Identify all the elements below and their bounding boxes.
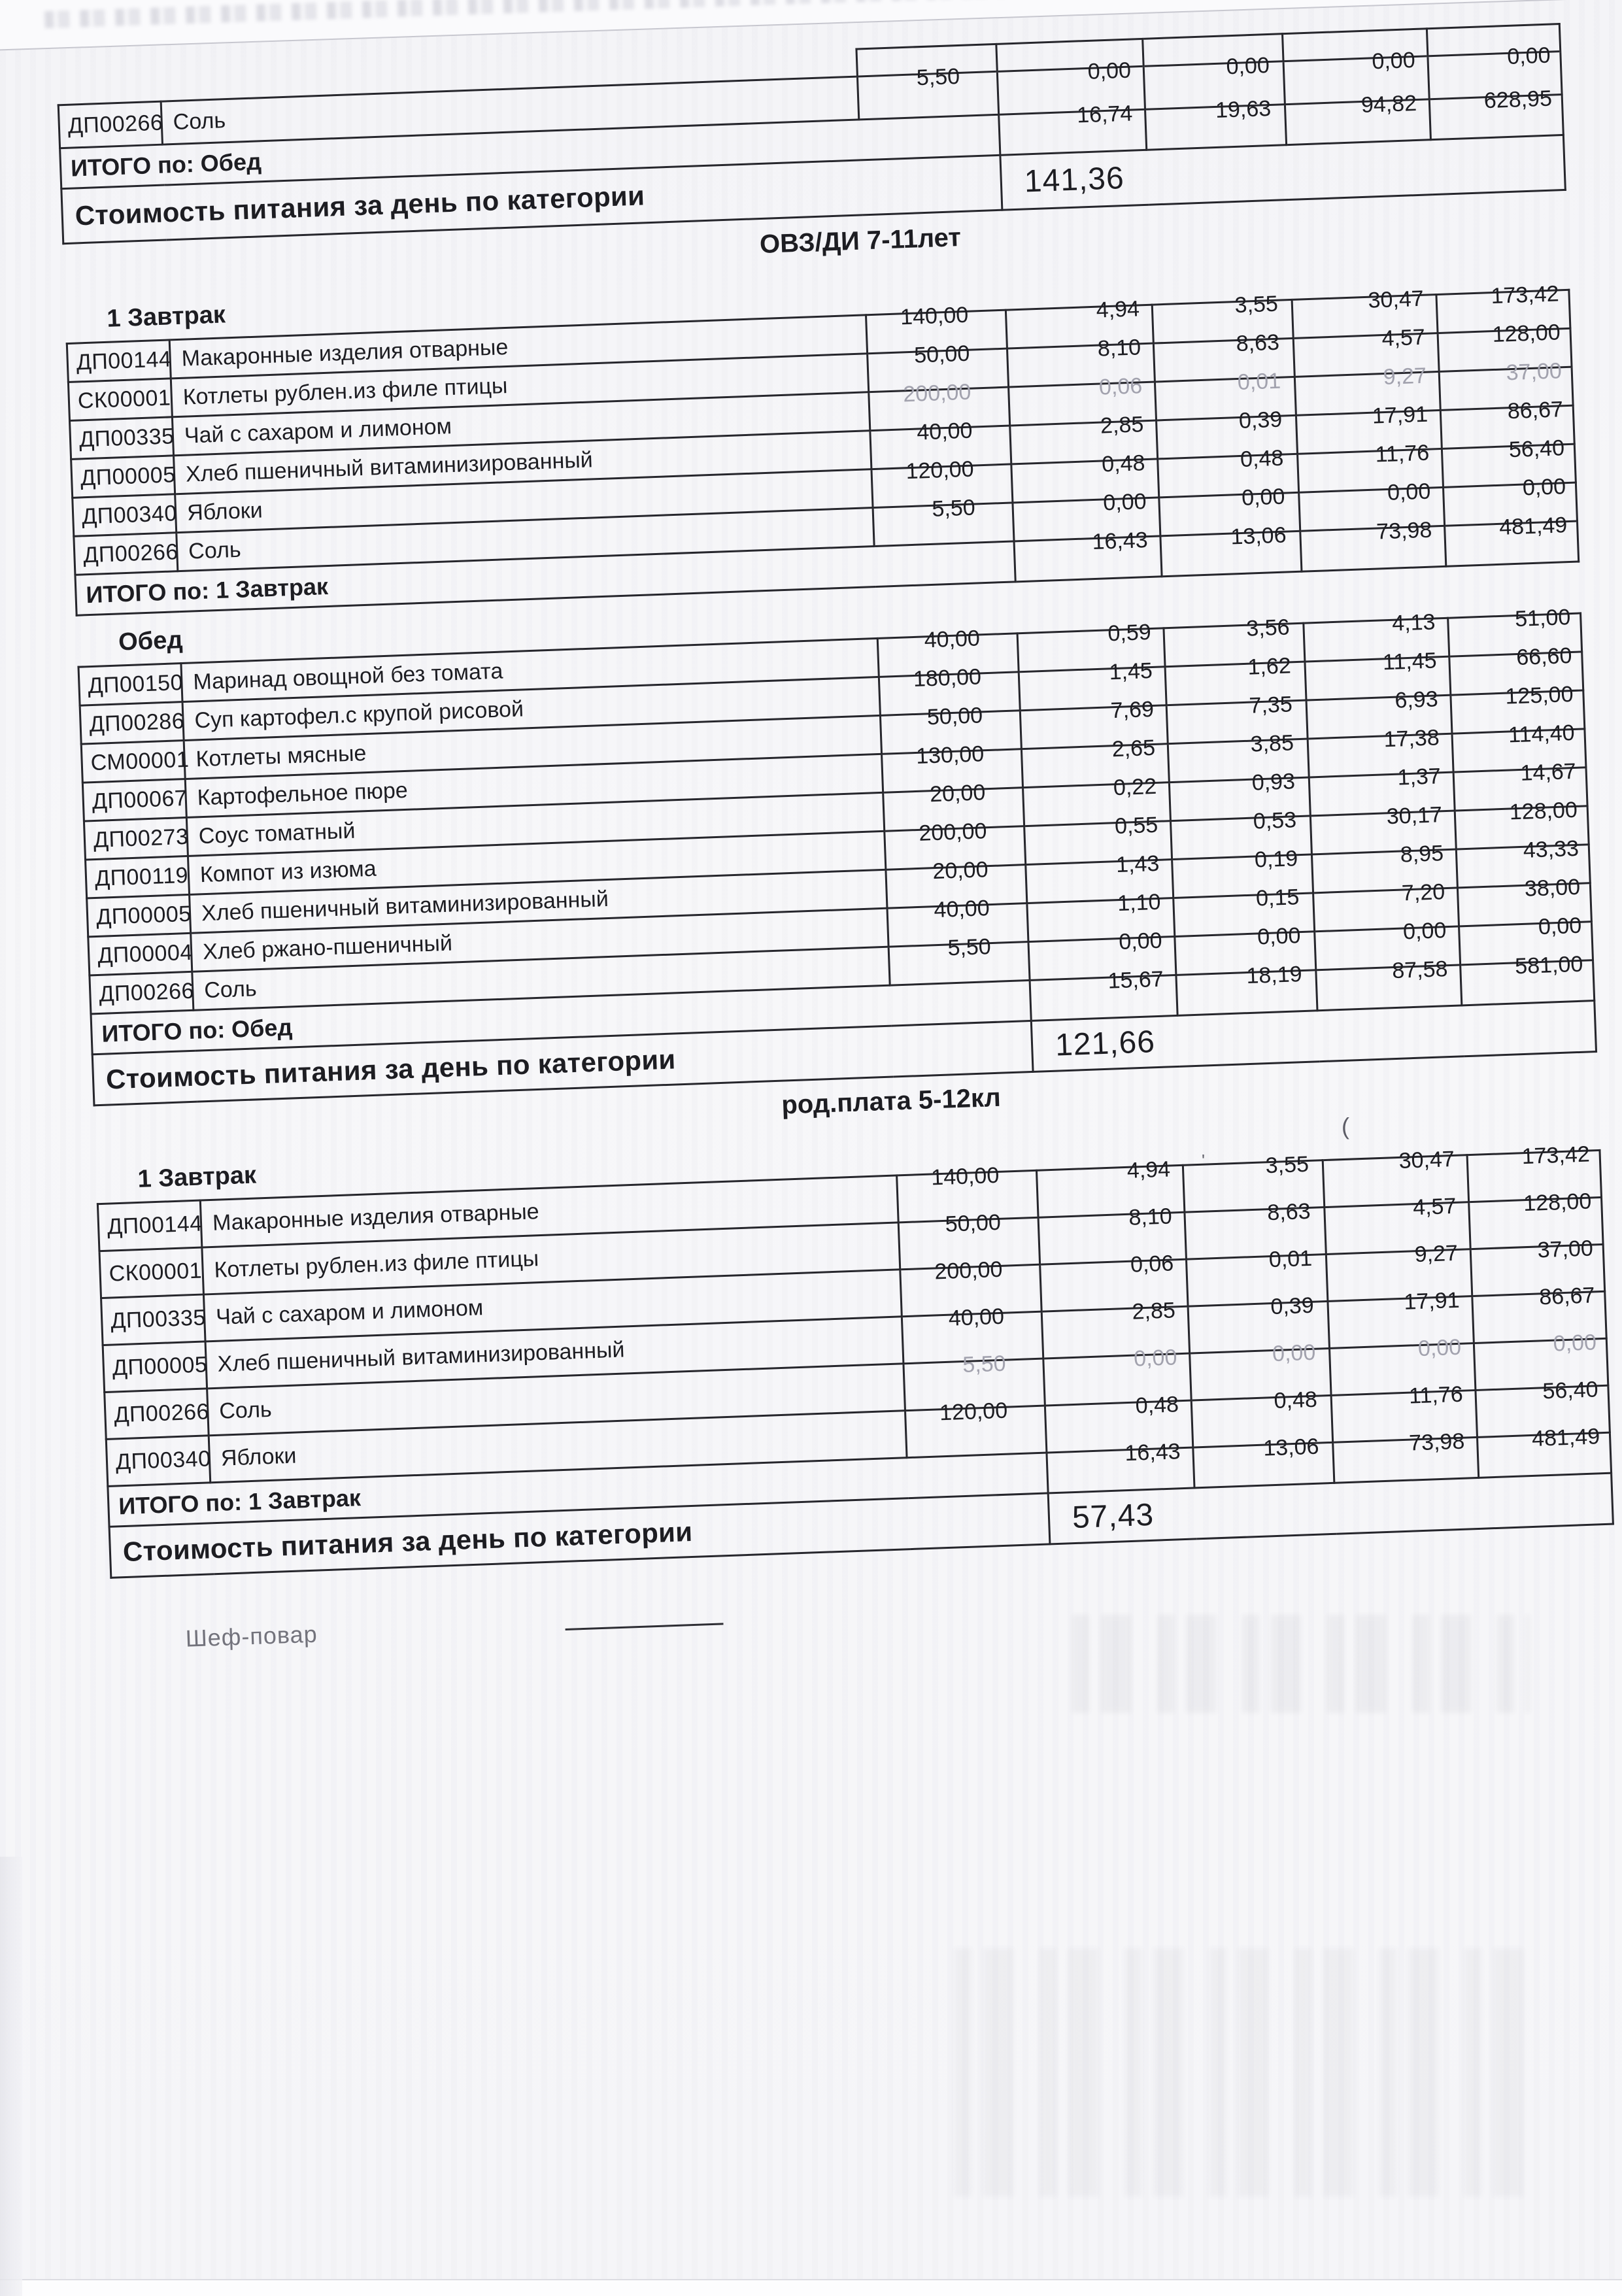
dish-code: ДП00286: [80, 701, 185, 745]
table-section-breakfast-rodplata: 1 Завтрак ДП00144 Макаронные изделия отвар…: [95, 1110, 1614, 1579]
dish-code: ДП00340: [106, 1435, 211, 1487]
dish-value: 120,00: [905, 1398, 1047, 1458]
totals-value: 628,95: [1429, 86, 1564, 140]
category-title: род.плата 5-12кл: [781, 1083, 1002, 1120]
dish-value: 5,50: [857, 64, 999, 120]
totals-value: 87,58: [1315, 956, 1462, 1011]
totals-value: 15,67: [1030, 967, 1178, 1021]
ink-bleedthrough-smudge: [1072, 1615, 1530, 1713]
menu-cost-table: ДП00150 Маринад овощной без томата 40,00 0,…: [77, 605, 1597, 1106]
dish-code: ДП00067: [82, 779, 188, 822]
totals-value: 94,82: [1285, 91, 1431, 145]
menu-cost-table: ДП00266 Соль 5,50 0,00 0,00 0,00 0,00 ИТОГО по:…: [56, 23, 1566, 245]
dish-code: ДП00266: [104, 1388, 210, 1440]
dish-code: ДП00150: [78, 663, 184, 706]
ink-bleedthrough-smudge: [955, 1948, 1543, 2197]
dish-value: 5,50: [888, 934, 1030, 986]
totals-value: 13,06: [1192, 1434, 1334, 1488]
dish-code: ДП00340: [72, 494, 177, 537]
menu-cost-table: ДП00144 Макаронные изделия отварные 140,00…: [97, 1142, 1614, 1579]
stray-ink-mark: ': [1202, 1151, 1205, 1170]
totals-value: 19,63: [1145, 96, 1287, 150]
dish-code: ДП00005: [71, 455, 176, 498]
dish-code: СМ00001: [81, 740, 190, 783]
totals-value: 13,06: [1160, 523, 1302, 577]
table-section-lunch-ovz: Обед ДП00150 Маринад овощной без томата 40,…: [76, 573, 1597, 1107]
dish-code: ДП00266: [89, 971, 195, 1014]
dish-code: ДП00005: [103, 1341, 208, 1393]
scan-left-edge-shadow: [0, 1857, 22, 2296]
totals-value: 16,43: [1014, 528, 1162, 582]
totals-value: 481,49: [1444, 513, 1579, 567]
totals-value: 481,49: [1477, 1424, 1612, 1478]
totals-value: 73,98: [1300, 518, 1446, 572]
signature-line: [565, 1623, 724, 1631]
document-content: ДП00266 Соль 5,50 0,00 0,00 0,00 0,00 ИТОГО по:…: [54, 0, 1615, 1667]
totals-value: 16,43: [1046, 1439, 1195, 1493]
dish-code: ДП00335: [101, 1294, 206, 1345]
totals-value: 581,00: [1460, 952, 1595, 1005]
dish-code: ДП00119: [85, 856, 190, 898]
stray-ink-mark: (: [1342, 1113, 1349, 1140]
dish-value: 5,50: [873, 496, 1015, 547]
totals-value: 18,19: [1175, 962, 1318, 1016]
dish-code: ДП00004: [88, 933, 193, 975]
dish-code: ДП00273: [84, 817, 189, 860]
dish-code: ДП00144: [97, 1200, 203, 1251]
category-title: ОВЗ/ДИ 7-11лет: [759, 223, 962, 260]
chef-label: Шеф-повар: [185, 1620, 318, 1652]
dish-code: ДП00005: [86, 894, 192, 937]
table-section-previous-category: ДП00266 Соль 5,50 0,00 0,00 0,00 0,00 ИТОГО по:…: [56, 23, 1566, 245]
dish-code: ДП00266: [73, 532, 178, 575]
dish-code: ДП00335: [69, 416, 175, 460]
table-section-breakfast-ovz: 1 Завтрак ДП00144 Макаронные изделия отвар…: [65, 250, 1580, 616]
totals-value: 73,98: [1332, 1429, 1479, 1483]
menu-cost-table: ДП00144 Макаронные изделия отварные 140,00…: [66, 281, 1580, 616]
dish-code: ДП00266: [58, 101, 163, 148]
dish-code: ДП00144: [67, 339, 172, 382]
totals-value: 16,74: [998, 101, 1147, 156]
dish-code: СК00001: [99, 1247, 204, 1298]
dish-code: СК00001: [68, 378, 173, 421]
